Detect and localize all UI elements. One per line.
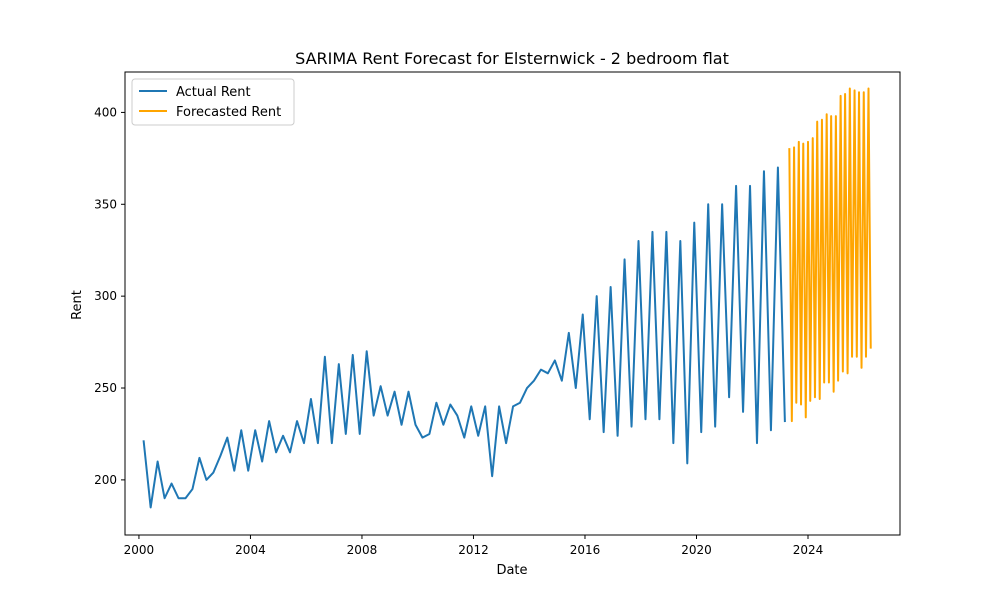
y-tick-label: 350 xyxy=(94,197,117,211)
series-line-1 xyxy=(788,87,872,423)
legend-label-forecast: Forecasted Rent xyxy=(176,105,281,120)
series-layer xyxy=(142,87,872,509)
x-tick-label: 2020 xyxy=(681,543,712,557)
x-tick-label: 2016 xyxy=(570,543,601,557)
axes-frame xyxy=(124,71,901,536)
plot-area: 2000 2004 2008 2012 2016 2020 2024 200 250 300 350… xyxy=(94,71,901,557)
x-tick-label: 2012 xyxy=(458,543,489,557)
y-axis-label: Rent xyxy=(70,290,85,320)
x-tick-label: 2004 xyxy=(235,543,266,557)
legend-label-actual: Actual Rent xyxy=(176,85,251,100)
y-tick-label: 200 xyxy=(94,473,117,487)
chart-title: SARIMA Rent Forecast for Elsternwick - 2… xyxy=(295,49,729,68)
x-axis-label: Date xyxy=(496,563,527,578)
y-tick-label: 400 xyxy=(94,105,117,119)
x-tick-label: 2008 xyxy=(347,543,378,557)
x-tick-label: 2000 xyxy=(124,543,155,557)
axes-layer: 2000 2004 2008 2012 2016 2020 2024 200 250 300 350… xyxy=(94,71,901,557)
legend-box xyxy=(131,78,295,126)
y-tick-label: 300 xyxy=(94,289,117,303)
y-tick-label: 250 xyxy=(94,381,117,395)
series-line-0 xyxy=(142,166,786,509)
legend: Actual Rent Forecasted Rent xyxy=(131,78,295,126)
x-tick-label: 2024 xyxy=(793,543,824,557)
